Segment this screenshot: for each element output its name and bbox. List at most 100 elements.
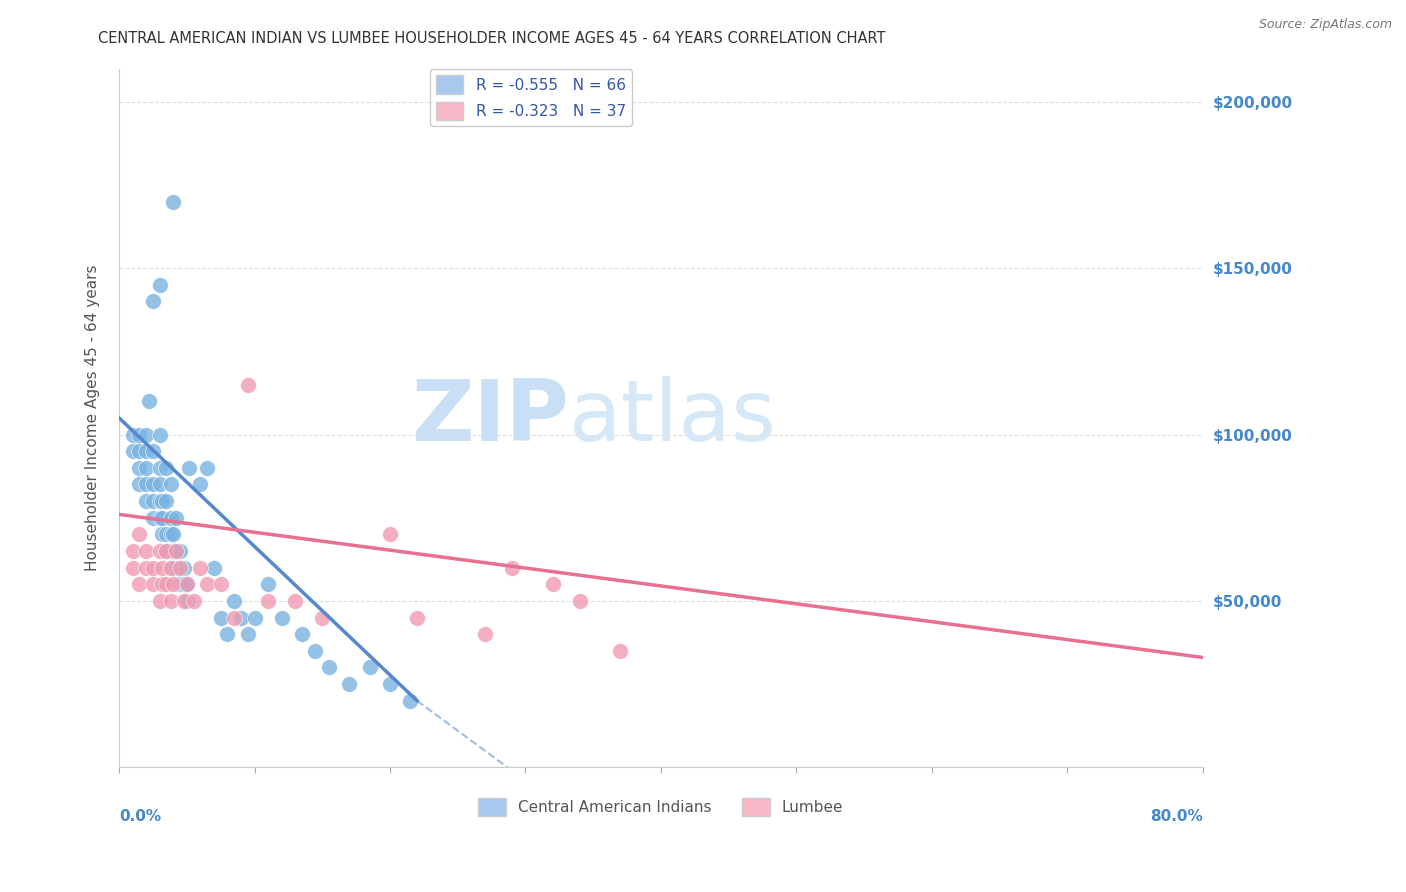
Text: 80.0%: 80.0% xyxy=(1150,809,1202,824)
Point xyxy=(501,560,523,574)
Point xyxy=(135,427,157,442)
Point xyxy=(128,444,150,458)
Point xyxy=(152,527,174,541)
Point xyxy=(165,544,187,558)
Point xyxy=(162,527,184,541)
Point xyxy=(173,594,195,608)
Point xyxy=(474,627,496,641)
Point xyxy=(152,577,174,591)
Point xyxy=(541,577,564,591)
Point xyxy=(142,444,165,458)
Legend: Central American Indians, Lumbee: Central American Indians, Lumbee xyxy=(472,792,849,822)
Point xyxy=(217,627,239,641)
Point xyxy=(128,477,150,491)
Point xyxy=(209,577,232,591)
Point xyxy=(173,577,195,591)
Point xyxy=(173,560,195,574)
Point xyxy=(155,577,177,591)
Point xyxy=(224,594,246,608)
Point xyxy=(159,594,181,608)
Point xyxy=(152,494,174,508)
Point xyxy=(188,477,211,491)
Point xyxy=(142,294,165,309)
Point xyxy=(135,560,157,574)
Point xyxy=(142,577,165,591)
Point xyxy=(142,494,165,508)
Point xyxy=(149,477,172,491)
Point xyxy=(162,577,184,591)
Point xyxy=(149,544,172,558)
Point xyxy=(149,494,172,508)
Point xyxy=(318,660,340,674)
Point xyxy=(243,610,266,624)
Text: 0.0%: 0.0% xyxy=(120,809,162,824)
Point xyxy=(159,477,181,491)
Point xyxy=(165,544,187,558)
Point xyxy=(128,577,150,591)
Point xyxy=(609,644,631,658)
Text: CENTRAL AMERICAN INDIAN VS LUMBEE HOUSEHOLDER INCOME AGES 45 - 64 YEARS CORRELAT: CENTRAL AMERICAN INDIAN VS LUMBEE HOUSEH… xyxy=(98,31,886,46)
Point xyxy=(152,560,174,574)
Point xyxy=(270,610,292,624)
Point xyxy=(195,460,218,475)
Point xyxy=(224,610,246,624)
Point xyxy=(149,277,172,292)
Point xyxy=(138,394,160,409)
Point xyxy=(135,477,157,491)
Point xyxy=(155,494,177,508)
Point xyxy=(169,560,191,574)
Point xyxy=(257,577,280,591)
Point xyxy=(378,677,401,691)
Point xyxy=(359,660,381,674)
Text: Source: ZipAtlas.com: Source: ZipAtlas.com xyxy=(1258,18,1392,31)
Point xyxy=(236,627,259,641)
Point xyxy=(229,610,252,624)
Point xyxy=(291,627,314,641)
Point xyxy=(378,527,401,541)
Text: ZIP: ZIP xyxy=(411,376,569,459)
Point xyxy=(155,527,177,541)
Point xyxy=(155,460,177,475)
Point xyxy=(202,560,225,574)
Point xyxy=(121,427,143,442)
Point xyxy=(165,560,187,574)
Point xyxy=(128,427,150,442)
Point xyxy=(188,560,211,574)
Point xyxy=(176,577,198,591)
Point xyxy=(149,427,172,442)
Point xyxy=(304,644,326,658)
Point xyxy=(159,510,181,524)
Point xyxy=(135,494,157,508)
Point xyxy=(135,544,157,558)
Point xyxy=(159,560,181,574)
Point xyxy=(406,610,429,624)
Point xyxy=(152,510,174,524)
Point xyxy=(162,194,184,209)
Point xyxy=(176,594,198,608)
Point xyxy=(179,460,201,475)
Point xyxy=(155,544,177,558)
Point xyxy=(399,694,422,708)
Point xyxy=(135,444,157,458)
Point xyxy=(121,444,143,458)
Point xyxy=(162,560,184,574)
Point xyxy=(169,577,191,591)
Point xyxy=(165,510,187,524)
Point xyxy=(149,510,172,524)
Point xyxy=(257,594,280,608)
Point xyxy=(337,677,360,691)
Point xyxy=(159,544,181,558)
Point xyxy=(128,460,150,475)
Point xyxy=(128,527,150,541)
Point xyxy=(284,594,307,608)
Point xyxy=(121,560,143,574)
Point xyxy=(568,594,591,608)
Point xyxy=(149,460,172,475)
Text: atlas: atlas xyxy=(569,376,776,459)
Point xyxy=(209,610,232,624)
Point xyxy=(169,544,191,558)
Point xyxy=(121,544,143,558)
Point xyxy=(159,527,181,541)
Point xyxy=(176,577,198,591)
Point xyxy=(162,544,184,558)
